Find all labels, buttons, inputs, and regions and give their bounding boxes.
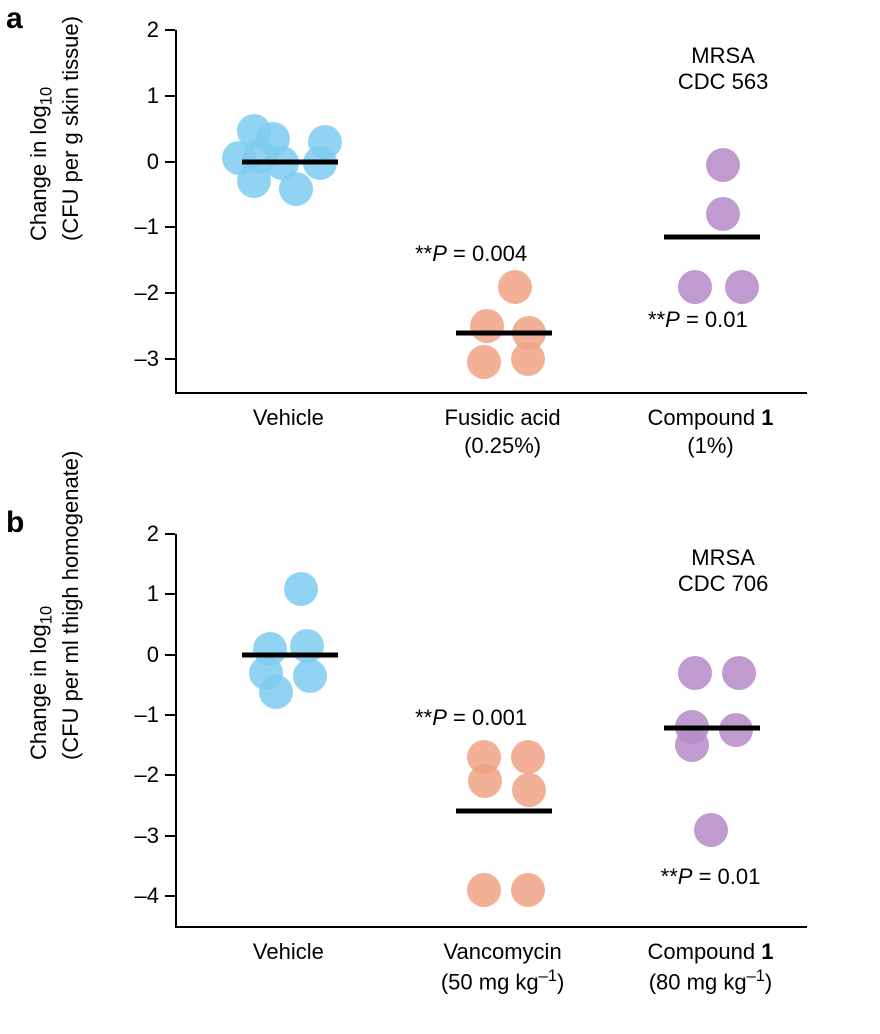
data-point (279, 172, 313, 206)
y-tick (165, 533, 175, 535)
y-tick-label: 0 (115, 149, 159, 175)
y-tick-label: –2 (115, 280, 159, 306)
y-tick (165, 654, 175, 656)
x-category-label: Vehicle (168, 404, 408, 432)
x-category-label: Vancomycin(50 mg kg–1) (383, 938, 623, 995)
panel-b-y-axis-label: Change in log10(CFU per ml thigh homogen… (25, 700, 85, 760)
data-point (706, 148, 740, 182)
panel-a-label: a (6, 2, 23, 36)
chart-annotation: MRSACDC 563 (678, 43, 768, 95)
y-axis-label-line2: (CFU per ml thigh homogenate) (57, 700, 85, 760)
y-tick-label: 2 (115, 521, 159, 547)
y-axis-label-line1: Change in log10 (25, 700, 57, 760)
x-category-label: Vehicle (168, 938, 408, 966)
data-point (259, 675, 293, 709)
y-tick (165, 593, 175, 595)
y-tick-label: 1 (115, 83, 159, 109)
data-point (725, 270, 759, 304)
y-tick (165, 161, 175, 163)
y-tick (165, 835, 175, 837)
y-tick-label: –4 (115, 883, 159, 909)
x-category-label-line1: Vancomycin (383, 938, 623, 966)
y-tick-label: –1 (115, 214, 159, 240)
y-tick (165, 95, 175, 97)
x-category-label: Compound 1(80 mg kg–1) (591, 938, 831, 995)
x-category-label-line1: Compound 1 (591, 404, 831, 432)
y-tick (165, 714, 175, 716)
data-point (237, 164, 271, 198)
data-point (678, 656, 712, 690)
y-tick-label: 1 (115, 581, 159, 607)
panel-a-y-axis-label: Change in log10(CFU per g skin tissue) (25, 181, 85, 241)
chart-annotation: **P = 0.004 (415, 241, 527, 267)
figure-root: a –3–2–1012 Change in log10(CFU per g sk… (0, 0, 880, 1034)
y-axis-label-line2: (CFU per g skin tissue) (57, 181, 85, 241)
data-point (694, 813, 728, 847)
chart-annotation: **P = 0.01 (661, 864, 761, 890)
y-tick (165, 226, 175, 228)
data-point (511, 873, 545, 907)
y-tick (165, 29, 175, 31)
y-tick-label: –3 (115, 823, 159, 849)
median-bar (664, 235, 760, 240)
data-point (511, 342, 545, 376)
data-point (468, 764, 502, 798)
chart-annotation: **P = 0.01 (648, 307, 748, 333)
data-point (512, 773, 546, 807)
data-point (706, 197, 740, 231)
chart-annotation: **P = 0.001 (415, 705, 527, 731)
x-category-label-line2: (1%) (591, 432, 831, 460)
median-bar (242, 652, 338, 657)
data-point (678, 270, 712, 304)
y-tick (165, 895, 175, 897)
y-tick (165, 292, 175, 294)
x-category-label-line1: Vehicle (168, 938, 408, 966)
y-tick-label: –1 (115, 702, 159, 728)
y-axis-label-line1: Change in log10 (25, 181, 57, 241)
data-point (511, 740, 545, 774)
data-point (284, 572, 318, 606)
data-point (290, 629, 324, 663)
x-category-label-line1: Vehicle (168, 404, 408, 432)
data-point (467, 345, 501, 379)
data-point (498, 270, 532, 304)
y-tick (165, 774, 175, 776)
y-tick-label: –3 (115, 346, 159, 372)
data-point (470, 309, 504, 343)
chart-annotation: MRSACDC 706 (678, 545, 768, 597)
median-bar (664, 726, 760, 731)
y-tick-label: 0 (115, 642, 159, 668)
data-point (722, 656, 756, 690)
x-category-label-line2: (50 mg kg–1) (383, 966, 623, 996)
median-bar (456, 330, 552, 335)
x-category-label-line1: Fusidic acid (383, 404, 623, 432)
x-category-label-line1: Compound 1 (591, 938, 831, 966)
x-category-label-line2: (0.25%) (383, 432, 623, 460)
data-point (467, 873, 501, 907)
median-bar (456, 809, 552, 814)
x-category-label-line2: (80 mg kg–1) (591, 966, 831, 996)
y-tick (165, 358, 175, 360)
data-point (293, 659, 327, 693)
median-bar (242, 159, 338, 164)
x-category-label: Fusidic acid(0.25%) (383, 404, 623, 459)
data-point (675, 728, 709, 762)
x-category-label: Compound 1(1%) (591, 404, 831, 459)
panel-b-label: b (6, 506, 24, 540)
y-tick-label: –2 (115, 762, 159, 788)
y-tick-label: 2 (115, 17, 159, 43)
